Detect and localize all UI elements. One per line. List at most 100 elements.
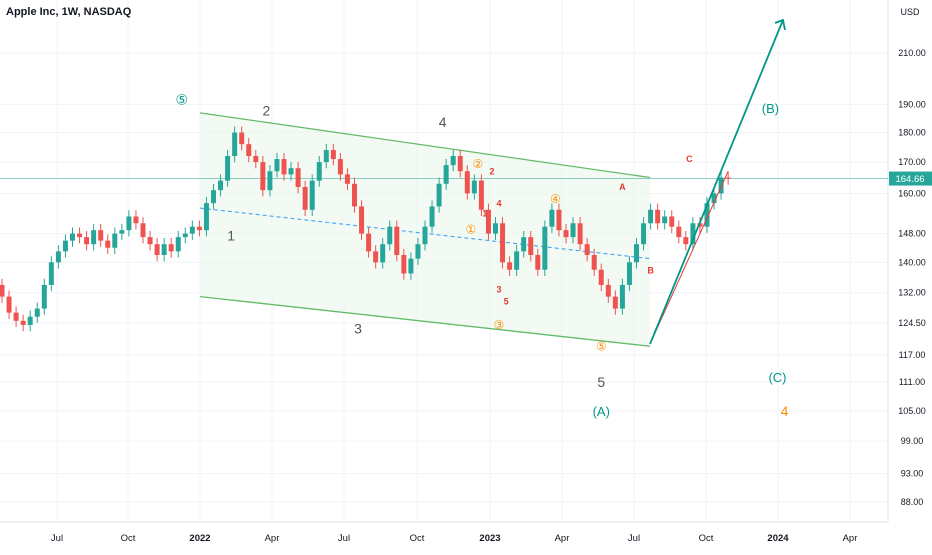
- candle-body[interactable]: [239, 132, 245, 145]
- candle-body[interactable]: [570, 223, 576, 238]
- wave-label[interactable]: (A): [593, 404, 610, 419]
- candle-body[interactable]: [690, 223, 696, 245]
- candle-body[interactable]: [359, 206, 365, 234]
- wave-sublabel[interactable]: C: [686, 154, 693, 164]
- wave-label[interactable]: 4: [781, 403, 789, 419]
- candle-body[interactable]: [20, 320, 26, 325]
- candle-body[interactable]: [253, 156, 259, 163]
- candle-body[interactable]: [648, 209, 654, 224]
- candle-body[interactable]: [189, 226, 195, 234]
- candle-body[interactable]: [711, 193, 717, 204]
- candle-body[interactable]: [380, 244, 386, 263]
- candle-body[interactable]: [77, 233, 83, 238]
- candle-body[interactable]: [13, 312, 19, 321]
- candle-body[interactable]: [683, 237, 689, 245]
- candle-body[interactable]: [535, 254, 541, 270]
- candle-body[interactable]: [175, 237, 181, 252]
- candle-body[interactable]: [211, 190, 216, 204]
- candle-body[interactable]: [450, 156, 456, 166]
- candle-body[interactable]: [591, 254, 597, 270]
- candle-body[interactable]: [718, 177, 724, 194]
- candle-body[interactable]: [246, 144, 252, 157]
- candle-body[interactable]: [507, 262, 513, 270]
- candle-body[interactable]: [387, 226, 393, 245]
- candle-body[interactable]: [27, 316, 33, 325]
- wave-sublabel[interactable]: 2: [489, 166, 494, 176]
- candle-body[interactable]: [203, 203, 209, 231]
- candle-body[interactable]: [154, 244, 160, 255]
- candle-body[interactable]: [232, 132, 238, 157]
- candle-body[interactable]: [641, 223, 647, 245]
- candle-body[interactable]: [457, 156, 463, 172]
- projection-down-line[interactable]: [649, 171, 729, 345]
- candle-body[interactable]: [528, 237, 534, 255]
- candle-body[interactable]: [295, 168, 301, 187]
- candle-body[interactable]: [429, 206, 435, 227]
- wave-label[interactable]: 2: [262, 103, 270, 119]
- candle-body[interactable]: [147, 237, 153, 245]
- candle-body[interactable]: [514, 251, 520, 270]
- candle-body[interactable]: [443, 165, 449, 184]
- candle-body[interactable]: [352, 183, 357, 207]
- candle-body[interactable]: [281, 159, 287, 175]
- wave-sublabel[interactable]: 5: [504, 297, 509, 307]
- candle-body[interactable]: [41, 284, 47, 309]
- candle-body[interactable]: [133, 216, 139, 224]
- candle-body[interactable]: [62, 240, 68, 252]
- candle-body[interactable]: [316, 162, 322, 181]
- candle-body[interactable]: [344, 174, 350, 184]
- candle-body[interactable]: [309, 180, 315, 210]
- wave-label[interactable]: 1: [227, 228, 235, 244]
- candle-body[interactable]: [485, 209, 491, 234]
- candle-body[interactable]: [669, 216, 675, 227]
- candle-body[interactable]: [634, 244, 639, 263]
- candle-body[interactable]: [577, 223, 583, 245]
- candle-body[interactable]: [373, 251, 379, 263]
- candle-body[interactable]: [612, 296, 618, 309]
- candle-body[interactable]: [330, 150, 336, 160]
- channel-lower-line[interactable]: [199, 295, 651, 347]
- projection-up-arrow[interactable]: [649, 19, 784, 345]
- candle-body[interactable]: [366, 233, 372, 252]
- candle-body[interactable]: [401, 254, 407, 274]
- wave-sublabel[interactable]: B: [647, 265, 654, 275]
- candle-body[interactable]: [91, 230, 97, 245]
- candle-body[interactable]: [415, 244, 421, 259]
- candle-body[interactable]: [521, 237, 527, 252]
- candle-body[interactable]: [274, 159, 280, 172]
- candle-body[interactable]: [662, 216, 668, 224]
- candle-body[interactable]: [436, 183, 442, 207]
- candle-body[interactable]: [126, 216, 132, 231]
- candle-body[interactable]: [478, 180, 484, 210]
- wave-label[interactable]: (B): [762, 101, 779, 116]
- wave-sublabel[interactable]: ①: [465, 223, 476, 237]
- candle-body[interactable]: [182, 233, 188, 238]
- wave-sublabel[interactable]: A: [619, 182, 626, 192]
- candle-body[interactable]: [112, 233, 118, 248]
- candle-body[interactable]: [725, 177, 731, 179]
- candle-body[interactable]: [422, 226, 428, 245]
- candle-body[interactable]: [584, 244, 590, 255]
- candle-body[interactable]: [34, 308, 40, 317]
- candle-body[interactable]: [542, 226, 548, 270]
- wave-label[interactable]: ⑤: [175, 92, 188, 108]
- candle-body[interactable]: [6, 296, 12, 313]
- wave-sublabel[interactable]: ②: [472, 157, 483, 171]
- wave-label[interactable]: 5: [597, 374, 605, 390]
- candle-body[interactable]: [500, 223, 506, 263]
- candle-body[interactable]: [55, 251, 61, 263]
- candle-body[interactable]: [493, 223, 498, 234]
- candle-body[interactable]: [196, 226, 202, 231]
- candle-body[interactable]: [464, 171, 470, 194]
- channel-upper-line[interactable]: [199, 112, 651, 179]
- candle-body[interactable]: [598, 269, 604, 285]
- wave-sublabel[interactable]: ③: [494, 318, 505, 332]
- candle-body[interactable]: [408, 258, 414, 274]
- candle-body[interactable]: [84, 237, 90, 245]
- candle-body[interactable]: [105, 240, 111, 248]
- candle-body[interactable]: [323, 150, 329, 163]
- candle-body[interactable]: [471, 180, 477, 194]
- candle-body[interactable]: [605, 284, 611, 297]
- candle-body[interactable]: [676, 226, 682, 238]
